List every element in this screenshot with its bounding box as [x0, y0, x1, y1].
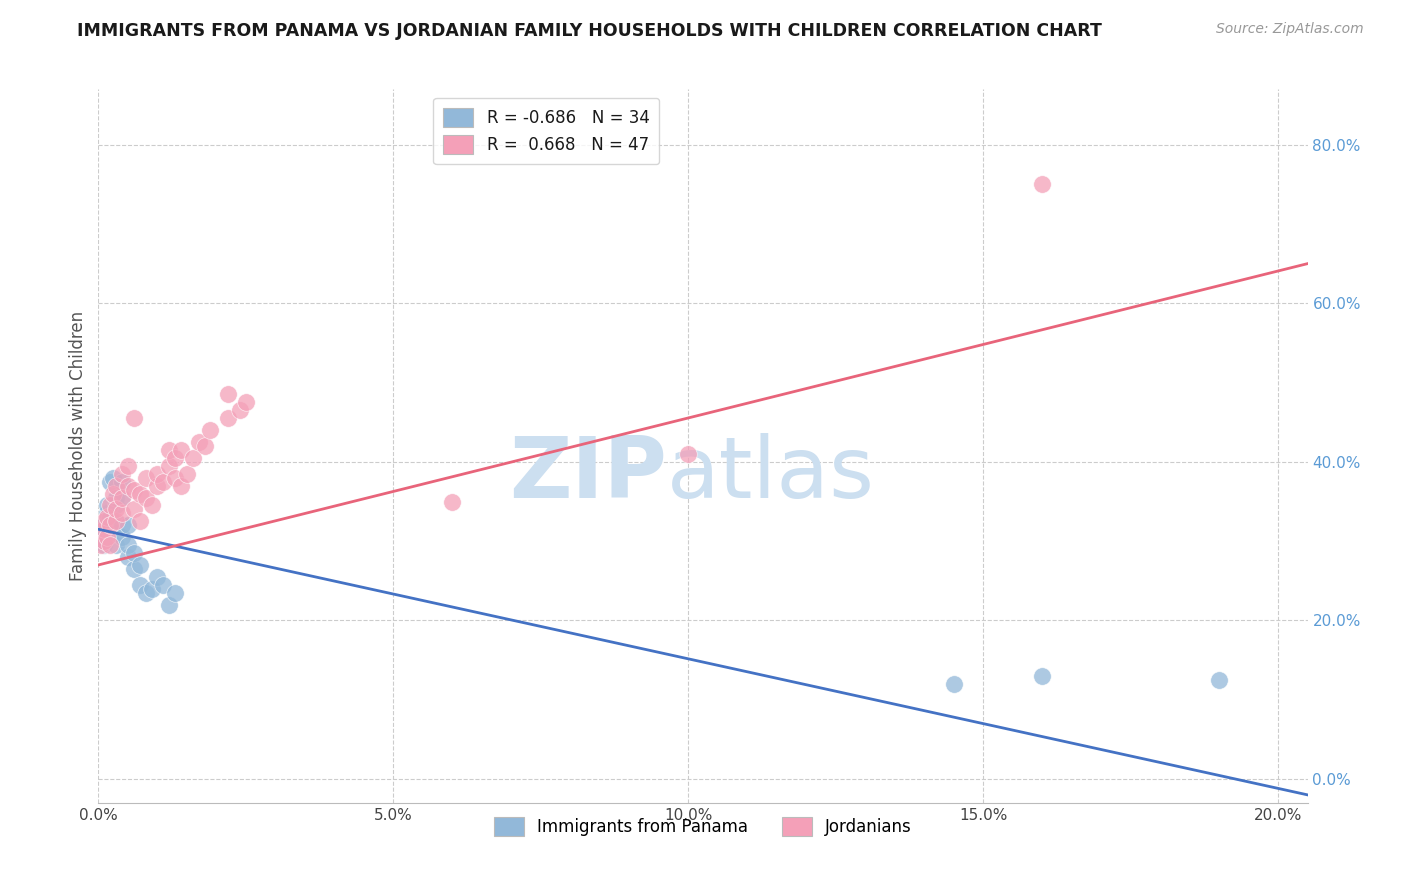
Point	[96, 499, 118, 513]
Point	[1208, 673, 1230, 687]
Point	[200, 423, 222, 437]
Point	[117, 518, 139, 533]
Point	[187, 435, 209, 450]
Point	[146, 478, 169, 492]
Point	[98, 475, 121, 489]
Point	[128, 578, 150, 592]
Point	[111, 491, 134, 505]
Point	[111, 467, 134, 481]
Point	[157, 598, 180, 612]
Point	[98, 510, 121, 524]
Point	[122, 562, 145, 576]
Point	[93, 526, 115, 541]
Point	[122, 483, 145, 497]
Point	[93, 534, 115, 549]
Point	[105, 499, 128, 513]
Point	[98, 518, 121, 533]
Point	[181, 450, 204, 465]
Point	[98, 538, 121, 552]
Point	[101, 471, 124, 485]
Point	[90, 530, 112, 544]
Point	[194, 439, 217, 453]
Point	[96, 530, 118, 544]
Point	[90, 538, 112, 552]
Text: ZIP: ZIP	[509, 433, 666, 516]
Point	[105, 502, 128, 516]
Point	[176, 467, 198, 481]
Point	[217, 387, 239, 401]
Point	[98, 499, 121, 513]
Point	[135, 585, 157, 599]
Point	[157, 442, 180, 457]
Point	[117, 538, 139, 552]
Point	[152, 578, 174, 592]
Point	[111, 491, 134, 505]
Point	[117, 549, 139, 564]
Point	[146, 570, 169, 584]
Point	[152, 475, 174, 489]
Point	[128, 514, 150, 528]
Point	[217, 411, 239, 425]
Point	[111, 475, 134, 489]
Point	[105, 478, 128, 492]
Point	[135, 471, 157, 485]
Point	[165, 450, 187, 465]
Point	[1031, 178, 1053, 192]
Point	[105, 526, 128, 541]
Point	[165, 471, 187, 485]
Y-axis label: Family Households with Children: Family Households with Children	[69, 311, 87, 581]
Point	[146, 467, 169, 481]
Point	[135, 491, 157, 505]
Point	[157, 458, 180, 473]
Point	[93, 538, 115, 552]
Point	[1031, 669, 1053, 683]
Point	[122, 502, 145, 516]
Point	[170, 442, 193, 457]
Point	[678, 447, 700, 461]
Point	[165, 585, 187, 599]
Point	[105, 538, 128, 552]
Point	[111, 530, 134, 544]
Point	[170, 478, 193, 492]
Point	[128, 486, 150, 500]
Text: Source: ZipAtlas.com: Source: ZipAtlas.com	[1216, 22, 1364, 37]
Point	[101, 486, 124, 500]
Point	[93, 518, 115, 533]
Text: atlas: atlas	[666, 433, 875, 516]
Point	[235, 395, 257, 409]
Point	[141, 499, 163, 513]
Point	[942, 677, 965, 691]
Point	[105, 491, 128, 505]
Point	[229, 403, 252, 417]
Point	[122, 546, 145, 560]
Text: IMMIGRANTS FROM PANAMA VS JORDANIAN FAMILY HOUSEHOLDS WITH CHILDREN CORRELATION : IMMIGRANTS FROM PANAMA VS JORDANIAN FAMI…	[77, 22, 1102, 40]
Point	[141, 582, 163, 596]
Legend: Immigrants from Panama, Jordanians: Immigrants from Panama, Jordanians	[486, 808, 920, 845]
Point	[93, 522, 115, 536]
Point	[117, 458, 139, 473]
Point	[117, 478, 139, 492]
Point	[128, 558, 150, 572]
Point	[441, 494, 464, 508]
Point	[111, 507, 134, 521]
Point	[98, 522, 121, 536]
Point	[122, 411, 145, 425]
Point	[111, 518, 134, 533]
Point	[96, 510, 118, 524]
Point	[105, 514, 128, 528]
Point	[93, 514, 115, 528]
Point	[96, 507, 118, 521]
